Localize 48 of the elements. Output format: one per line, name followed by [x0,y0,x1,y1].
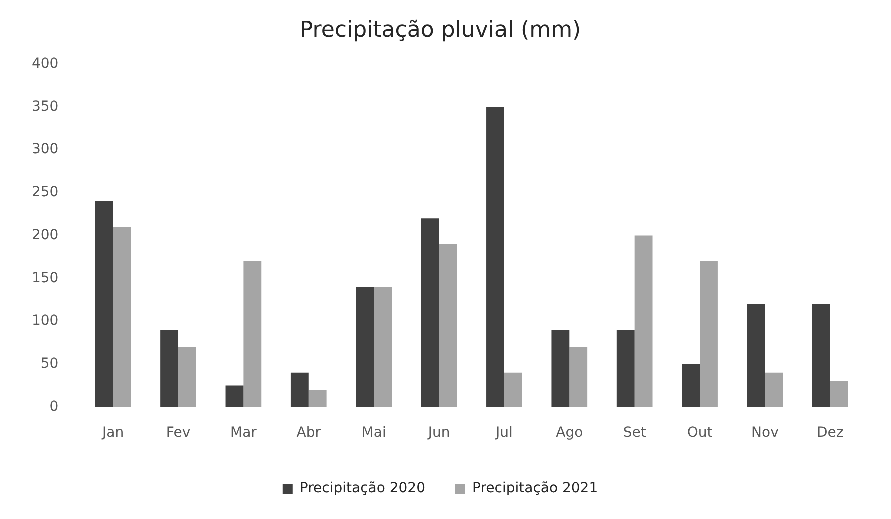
y-tick-label: 300 [32,142,59,158]
x-tick-label: Dez [817,425,844,442]
y-tick-label: 100 [32,313,59,330]
y-tick-label: 400 [32,56,59,72]
bar [244,262,262,408]
x-tick-label: Fev [166,425,191,442]
x-tick-label: Set [623,425,647,442]
bar [95,202,114,408]
bar [439,244,458,408]
bar [308,390,327,408]
bar [356,287,374,408]
y-tick-label: 350 [32,98,59,115]
bar [830,381,848,408]
legend-label: Precipitação 2021 [472,480,598,497]
y-tick-label: 0 [50,398,59,415]
bar [616,330,635,408]
x-tick-label: Mar [230,425,258,442]
bar [374,287,392,408]
legend-label: Precipitação 2020 [300,480,426,497]
bar [486,107,504,408]
bar [160,330,179,408]
x-tick-label: Out [687,425,714,442]
x-tick-label: Jun [427,425,450,442]
bar [747,304,766,408]
bar [552,330,570,408]
x-tick-label: Jan [102,425,124,442]
y-tick-label: 200 [32,227,59,244]
bar [570,347,588,408]
x-tick-label: Mai [362,425,386,442]
x-tick-label: Abr [296,425,322,442]
x-tick-label: Jul [495,425,513,442]
y-tick-label: 50 [40,356,59,372]
bar [765,372,784,408]
bar [178,347,196,408]
y-tick-label: 150 [32,270,59,286]
bar [113,227,132,408]
x-tick-label: Ago [556,425,584,442]
bar [700,262,718,408]
bar [812,304,830,408]
bar [634,236,653,408]
bar [421,218,440,408]
bar [682,364,700,408]
bar [504,372,522,408]
y-tick-label: 250 [32,184,59,201]
bar [290,372,309,408]
bar [226,386,244,408]
chart-title: Precipitação pluvial (mm) [300,18,582,43]
x-tick-label: Nov [752,425,779,442]
